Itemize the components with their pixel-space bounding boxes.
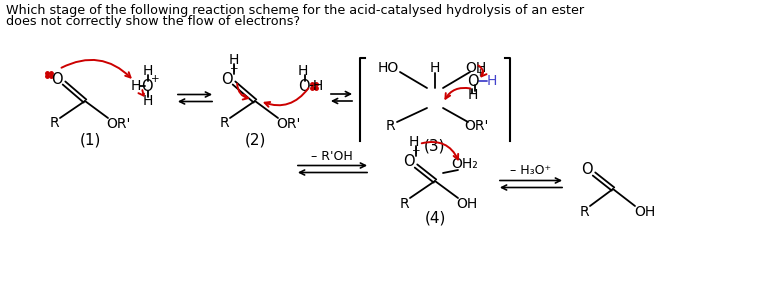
Text: H: H [409, 135, 419, 149]
Text: H: H [143, 64, 153, 78]
Text: O: O [142, 78, 153, 94]
Text: H: H [298, 64, 308, 78]
Text: +: + [151, 74, 159, 84]
Text: does not correctly show the flow of electrons?: does not correctly show the flow of elec… [6, 15, 300, 28]
Text: H: H [131, 79, 142, 93]
Text: OR': OR' [464, 119, 488, 133]
Text: Which stage of the following reaction scheme for the acid-catalysed hydrolysis o: Which stage of the following reaction sc… [6, 4, 584, 17]
Text: H: H [143, 94, 153, 108]
Text: H: H [430, 61, 440, 75]
Text: R: R [385, 119, 395, 133]
Text: OH: OH [466, 61, 487, 75]
Text: R: R [49, 116, 59, 130]
Text: O: O [581, 162, 593, 176]
Text: O: O [51, 72, 63, 86]
Text: +: + [412, 146, 420, 156]
Text: O: O [298, 78, 310, 94]
Text: R: R [399, 197, 409, 211]
Text: H: H [468, 88, 478, 102]
Text: H: H [229, 53, 239, 67]
Text: OH: OH [634, 205, 656, 219]
Text: R: R [220, 116, 229, 130]
Text: H: H [487, 74, 497, 88]
Text: OH₂: OH₂ [452, 157, 478, 171]
Text: O: O [221, 72, 233, 86]
Text: OR': OR' [106, 117, 130, 131]
Text: (2): (2) [245, 133, 266, 147]
Text: +: + [229, 64, 238, 74]
Text: -H: -H [308, 79, 324, 93]
Text: (4): (4) [425, 210, 446, 226]
Text: +: + [475, 68, 484, 78]
Text: (3): (3) [424, 139, 446, 154]
Text: O: O [403, 154, 415, 168]
Text: OR': OR' [276, 117, 301, 131]
Text: R: R [579, 205, 589, 219]
Text: – R'OH: – R'OH [311, 149, 353, 163]
Text: HO: HO [378, 61, 399, 75]
Text: O: O [467, 73, 479, 89]
Text: (1): (1) [79, 133, 101, 147]
Text: – H₃O⁺: – H₃O⁺ [510, 165, 552, 178]
Text: OH: OH [456, 197, 478, 211]
